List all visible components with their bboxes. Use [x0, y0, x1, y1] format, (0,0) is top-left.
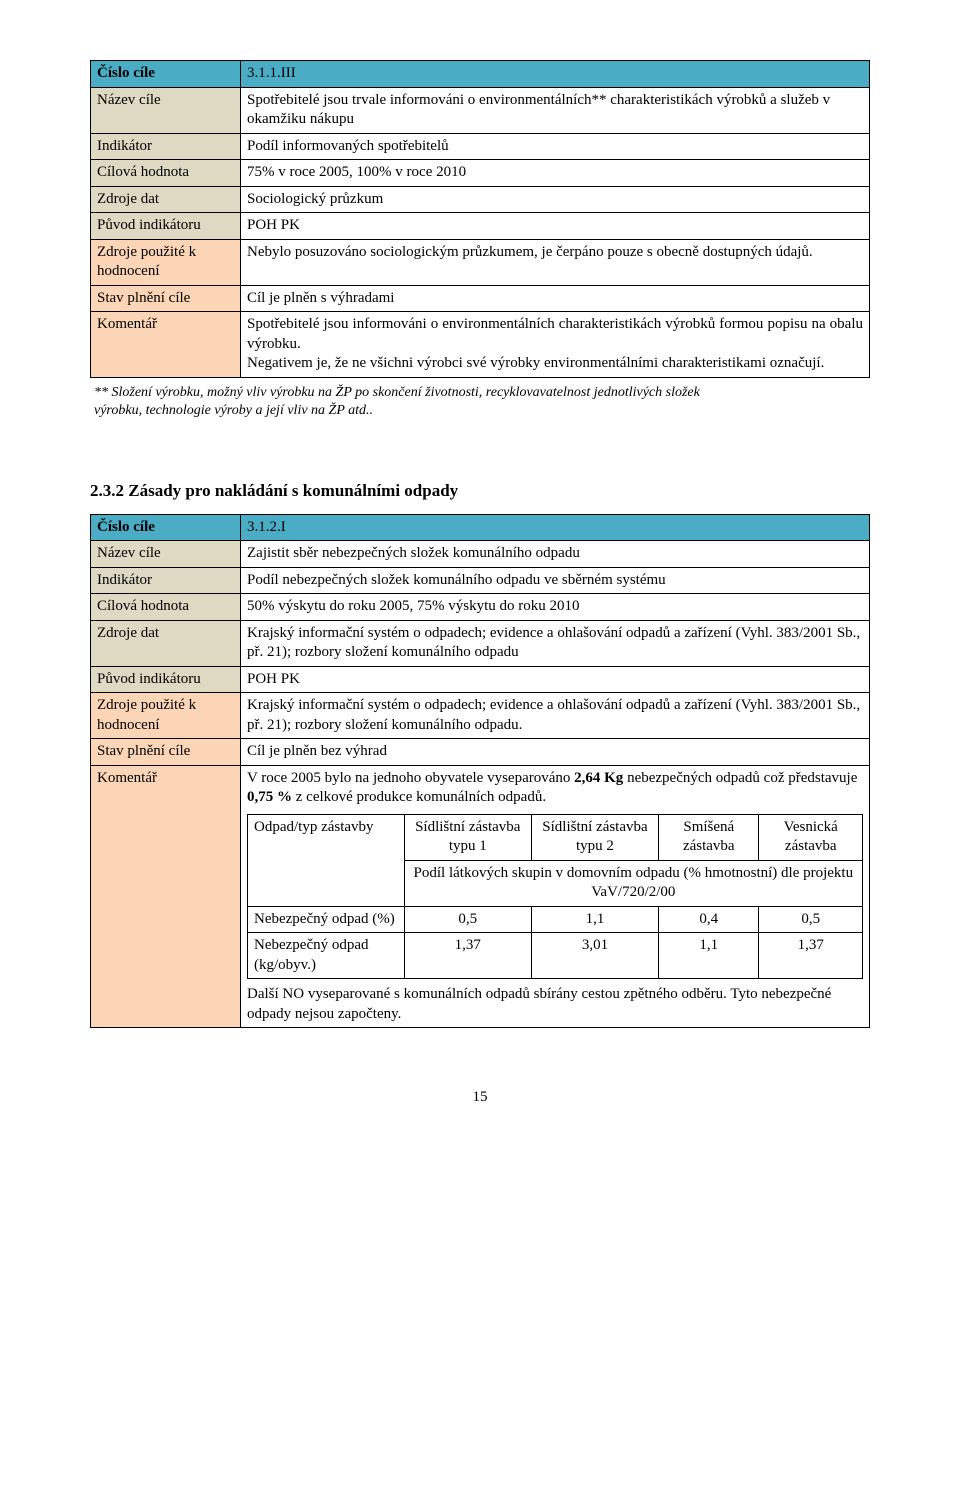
inner-cell: 1,1	[659, 933, 759, 979]
komentar-post: Další NO vyseparované s komunálních odpa…	[247, 985, 863, 1024]
inner-cell: 1,1	[531, 906, 658, 933]
inner-cell: 3,01	[531, 933, 658, 979]
label-nazev: Název cíle	[91, 87, 241, 133]
inner-table: Odpad/typ zástavby Sídlištní zástavba ty…	[247, 814, 863, 980]
inner-cell: 0,4	[659, 906, 759, 933]
inner-col-2: Smíšená zástavba	[659, 814, 759, 860]
label-nazev: Název cíle	[91, 541, 241, 568]
label-stav: Stav plnění cíle	[91, 739, 241, 766]
value-indikator: Podíl nebezpečných složek komunálního od…	[241, 567, 870, 594]
value-komentar: Spotřebitelé jsou informováni o environm…	[241, 312, 870, 378]
label-zdrojedat: Zdroje dat	[91, 186, 241, 213]
goal-table-3-1-2-i: Číslo cíle 3.1.2.I Název cíle Zajistit s…	[90, 514, 870, 1029]
label-cislo: Číslo cíle	[91, 514, 241, 541]
label-komentar: Komentář	[91, 765, 241, 1028]
label-zdrojedat: Zdroje dat	[91, 620, 241, 666]
inner-row-1-label: Nebezpečný odpad (kg/obyv.)	[248, 933, 405, 979]
value-puvod: POH PK	[241, 666, 870, 693]
label-zdrojepouzite: Zdroje použité k hodnocení	[91, 693, 241, 739]
label-cilova: Cílová hodnota	[91, 160, 241, 187]
goal-table-3-1-1-iii: Číslo cíle 3.1.1.III Název cíle Spotřebi…	[90, 60, 870, 378]
value-cislo: 3.1.1.III	[241, 61, 870, 88]
value-zdrojepouzite: Nebylo posuzováno sociologickým průzkume…	[241, 239, 870, 285]
label-puvod: Původ indikátoru	[91, 666, 241, 693]
value-zdrojepouzite: Krajský informační systém o odpadech; ev…	[241, 693, 870, 739]
inner-subheader: Podíl látkových skupin v domovním odpadu…	[404, 860, 862, 906]
inner-col-1: Sídlištní zástavba typu 2	[531, 814, 658, 860]
inner-cell: 1,37	[759, 933, 863, 979]
value-zdrojedat: Krajský informační systém o odpadech; ev…	[241, 620, 870, 666]
value-cilova: 50% výskytu do roku 2005, 75% výskytu do…	[241, 594, 870, 621]
section-heading: 2.3.2 Zásady pro nakládání s komunálními…	[90, 480, 870, 502]
value-komentar: V roce 2005 bylo na jednoho obyvatele vy…	[241, 765, 870, 1028]
inner-cell: 0,5	[404, 906, 531, 933]
label-cislo: Číslo cíle	[91, 61, 241, 88]
footnote: ** Složení výrobku, možný vliv výrobku n…	[94, 384, 870, 420]
inner-cell: 0,5	[759, 906, 863, 933]
value-nazev: Zajistit sběr nebezpečných složek komuná…	[241, 541, 870, 568]
label-puvod: Původ indikátoru	[91, 213, 241, 240]
value-cilova: 75% v roce 2005, 100% v roce 2010	[241, 160, 870, 187]
inner-col-3: Vesnická zástavba	[759, 814, 863, 860]
value-cislo: 3.1.2.I	[241, 514, 870, 541]
value-stav: Cíl je plněn bez výhrad	[241, 739, 870, 766]
inner-rowheader: Odpad/typ zástavby	[248, 814, 405, 906]
value-indikator: Podíl informovaných spotřebitelů	[241, 133, 870, 160]
label-cilova: Cílová hodnota	[91, 594, 241, 621]
page-number: 15	[90, 1088, 870, 1108]
value-stav: Cíl je plněn s výhradami	[241, 285, 870, 312]
label-zdrojepouzite: Zdroje použité k hodnocení	[91, 239, 241, 285]
value-puvod: POH PK	[241, 213, 870, 240]
inner-row-0-label: Nebezpečný odpad (%)	[248, 906, 405, 933]
inner-col-0: Sídlištní zástavba typu 1	[404, 814, 531, 860]
label-indikator: Indikátor	[91, 567, 241, 594]
value-nazev: Spotřebitelé jsou trvale informováni o e…	[241, 87, 870, 133]
label-stav: Stav plnění cíle	[91, 285, 241, 312]
value-zdrojedat: Sociologický průzkum	[241, 186, 870, 213]
label-indikator: Indikátor	[91, 133, 241, 160]
inner-cell: 1,37	[404, 933, 531, 979]
komentar-pre: V roce 2005 bylo na jednoho obyvatele vy…	[247, 769, 863, 808]
label-komentar: Komentář	[91, 312, 241, 378]
